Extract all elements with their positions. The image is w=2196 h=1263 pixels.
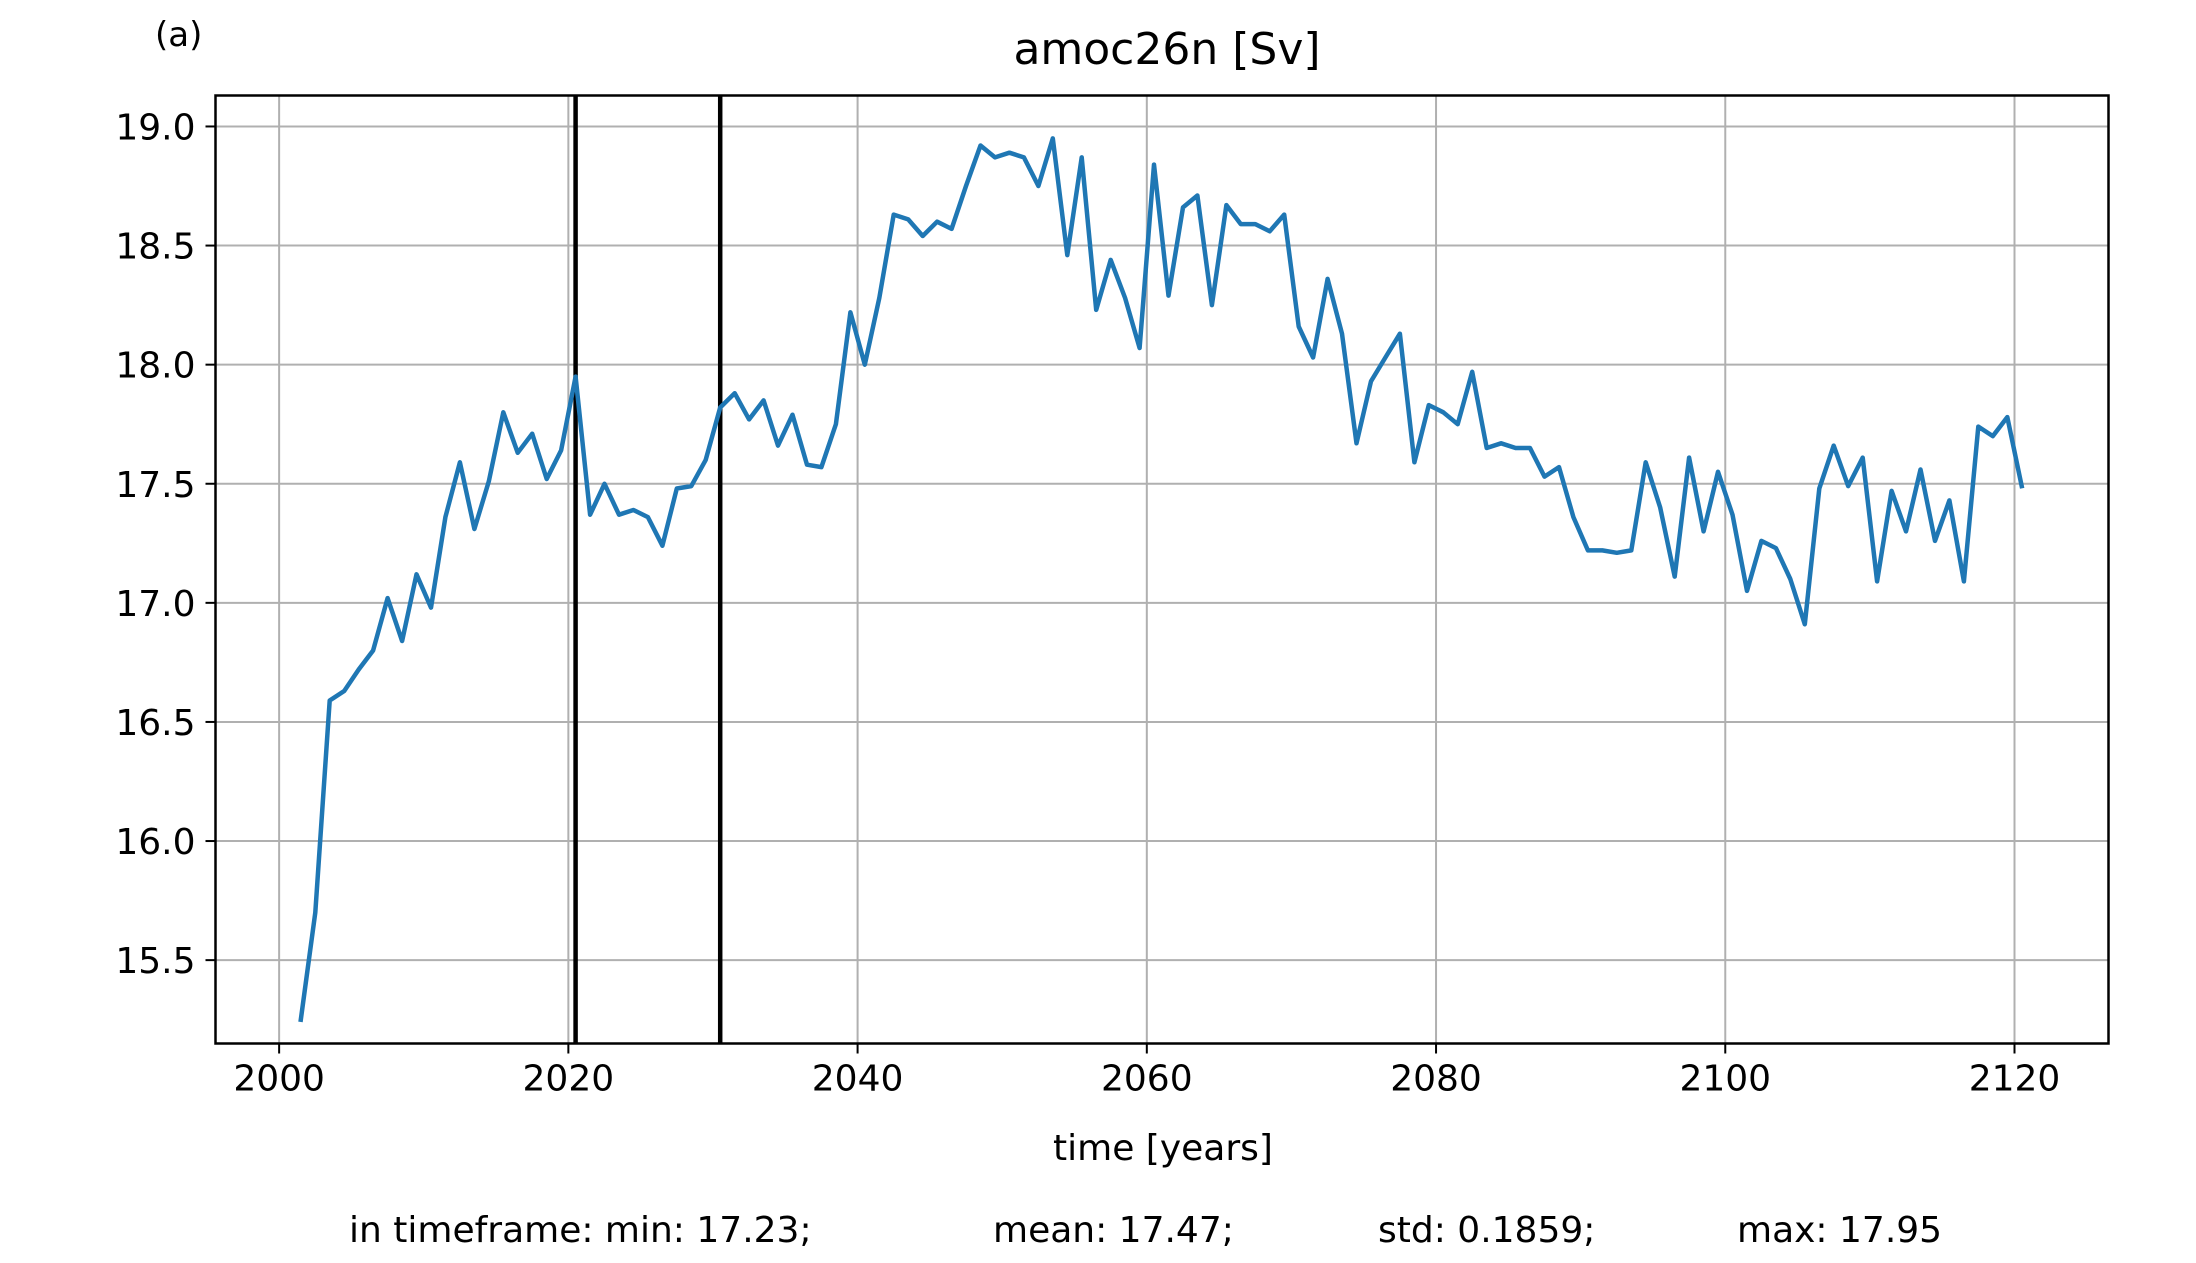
y-tick-label: 16.0 [115,822,195,863]
x-tick-label: 2040 [812,1059,904,1100]
x-axis-label: time [years] [1053,1128,1273,1169]
x-tick-label: 2120 [1969,1059,2061,1100]
plot-frame [214,94,2110,1045]
x-axis: 2000 2020 2040 2060 2080 2100 2120 [233,1043,2061,1100]
x-tick-label: 2060 [1101,1059,1193,1100]
y-tick-label: 18.5 [115,227,195,268]
y-tick-label: 19.0 [115,107,195,148]
footer-stat-std: std: 0.1859; [1378,1210,1595,1251]
y-tick-label: 18.0 [115,346,195,387]
y-tick-label: 15.5 [115,941,195,982]
footer-stat-max: max: 17.95 [1737,1210,1942,1251]
series-line [298,136,2025,1023]
x-tick-label: 2020 [523,1059,615,1100]
y-tick-label: 16.5 [115,703,195,744]
y-axis: 15.5 16.0 16.5 17.0 17.5 18.0 18.5 19.0 [115,107,216,982]
panel-label: (a) [155,15,202,55]
footer-stat-mean: mean: 17.47; [993,1210,1234,1251]
x-tick-label: 2000 [233,1059,325,1100]
y-tick-label: 17.5 [115,465,195,506]
x-tick-label: 2100 [1679,1059,1771,1100]
footer-stat-min: in timeframe: min: 17.23; [349,1210,812,1251]
series-group [298,136,2025,1023]
marker-lines [573,95,723,1044]
y-tick-label: 17.0 [115,584,195,625]
x-tick-label: 2080 [1390,1059,1482,1100]
chart-title: amoc26n [Sv] [1013,24,1320,75]
